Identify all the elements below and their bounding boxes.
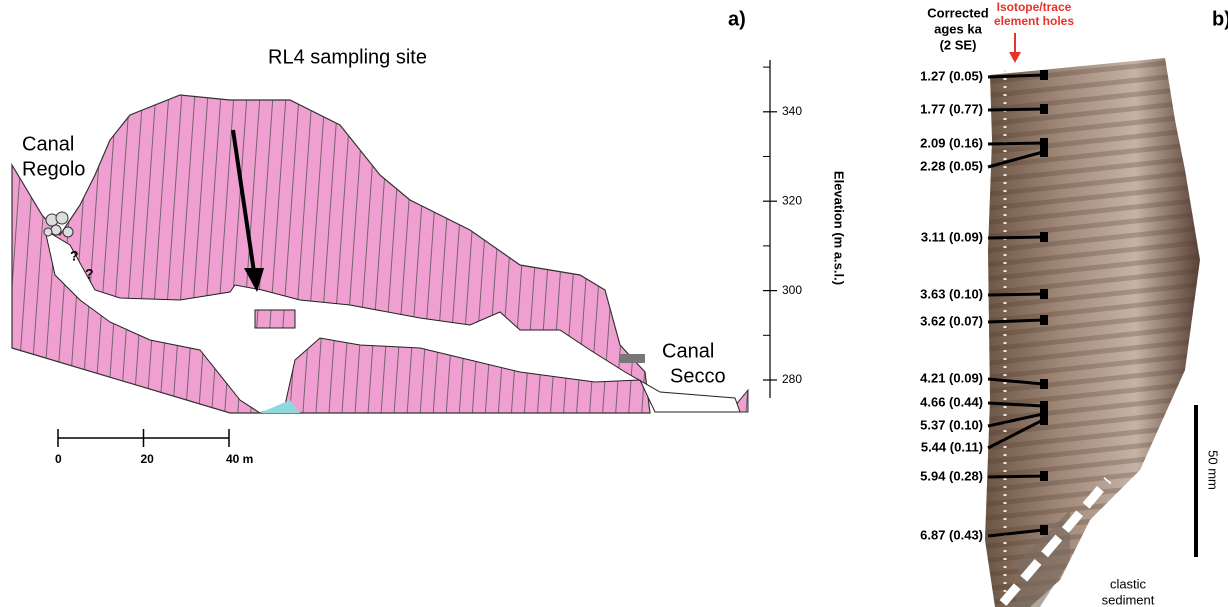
leader (987, 418, 1044, 450)
hole-marker (1040, 104, 1048, 114)
age-label: 2.28 (0.05) (920, 158, 983, 173)
question-mark: ? (70, 248, 79, 264)
leader (987, 474, 1044, 479)
cave-passage (44, 228, 741, 414)
scale-bar: 0 20 40 m (55, 429, 253, 466)
arrow-head (244, 268, 264, 292)
elevation-axis: 280 300 320 340 (763, 60, 802, 398)
growth-bands (985, 58, 1200, 607)
header: Corrected (927, 5, 988, 20)
boundary (999, 477, 1112, 606)
canal-label: Canal (22, 133, 74, 155)
hole-marker (1040, 70, 1048, 80)
leader (987, 377, 1044, 386)
age-label: 3.11 (0.09) (921, 229, 983, 244)
holes-label: element holes (994, 14, 1074, 28)
leader (987, 401, 1044, 408)
canal-label: Canal (662, 340, 714, 362)
hole-marker (1040, 315, 1048, 325)
hole-marker (1040, 409, 1048, 419)
hole-marker (1040, 525, 1048, 535)
leader (987, 292, 1044, 297)
tick-label: 280 (782, 372, 802, 386)
hole-marker (1040, 232, 1048, 242)
hole-marker (1040, 379, 1048, 389)
age-list: 1.27 (0.05) 1.77 (0.77) 2.09 (0.16) 2.28 (0… (920, 68, 1048, 542)
age-label: 5.94 (0.28) (920, 468, 983, 483)
age-label: 3.63 (0.10) (920, 286, 983, 301)
water (260, 400, 300, 413)
leader (987, 150, 1044, 169)
tick-label: 320 (782, 193, 802, 207)
age-label: 4.66 (0.44) (920, 394, 983, 409)
leader (987, 107, 1044, 112)
age-label: 5.44 (0.11) (921, 439, 983, 454)
site-label: RL4 sampling site (268, 46, 427, 68)
leader (987, 528, 1044, 538)
age-label: 1.77 (0.77) (920, 101, 983, 116)
tick-label: 40 m (226, 452, 253, 466)
hole-marker (1040, 471, 1048, 481)
age-label: 1.27 (0.05) (920, 68, 983, 83)
panel-label: a) (728, 8, 746, 30)
leader (987, 235, 1044, 240)
leader (987, 141, 1044, 146)
leader (987, 318, 1044, 324)
holes-label: Isotope/trace (997, 0, 1072, 14)
hole-marker (1040, 289, 1048, 299)
question-mark: ? (85, 266, 94, 282)
wall (620, 354, 645, 363)
arrow (231, 129, 256, 273)
age-label: 2.09 (0.16) (920, 135, 983, 150)
header: (2 SE) (940, 37, 977, 52)
tick-label: 0 (55, 452, 62, 466)
age-label: 4.21 (0.09) (920, 370, 983, 385)
hole-marker (1040, 401, 1048, 411)
arrow-head (1009, 52, 1021, 63)
tick-label: 340 (782, 104, 802, 118)
leader (987, 73, 1044, 79)
leader (987, 412, 1044, 428)
tick-label: 300 (782, 283, 802, 297)
age-label: 3.62 (0.07) (920, 313, 983, 328)
hole-marker (1040, 138, 1048, 148)
sediment-label: sediment (1102, 592, 1155, 607)
sediment (1015, 510, 1070, 607)
boulders (43, 211, 74, 238)
hole-marker (1040, 147, 1048, 157)
hole-marker (1040, 415, 1048, 425)
canal-label: Regolo (22, 158, 85, 180)
tick-label: 20 (141, 452, 155, 466)
header: ages ka (934, 21, 982, 36)
age-label: 5.37 (0.10) (920, 417, 983, 432)
scale-label: 50 mm (1206, 450, 1221, 490)
pillar (254, 309, 296, 329)
panel-label: b) (1212, 8, 1228, 30)
canal-label: Secco (670, 365, 726, 387)
sediment-label: clastic (1110, 576, 1147, 591)
axis-title: Elevation (m a.s.l.) (832, 171, 847, 285)
age-label: 6.87 (0.43) (920, 527, 983, 542)
